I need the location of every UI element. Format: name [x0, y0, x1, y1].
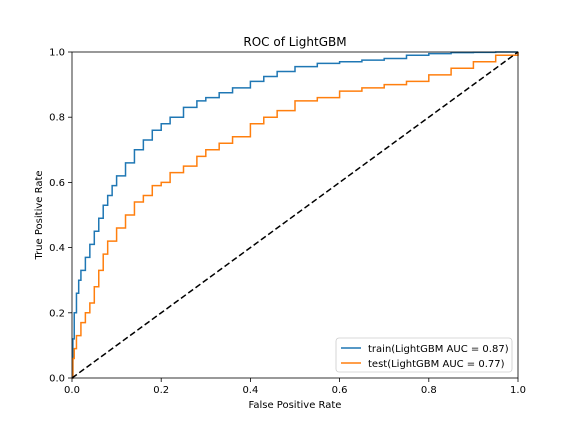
axes-frame — [71, 51, 519, 379]
legend-box — [335, 337, 513, 373]
y-tick-label: 0.8 — [49, 113, 65, 124]
y-tick-label: 0.4 — [49, 243, 65, 254]
x-tick-label: 0.8 — [421, 385, 437, 396]
x-tick-label: 0.2 — [153, 385, 169, 396]
y-tick-label: 0.0 — [49, 374, 65, 385]
y-tick-label: 1.0 — [49, 48, 65, 59]
x-tick-label: 0.0 — [64, 385, 80, 396]
chance-diagonal — [71, 51, 519, 379]
y-tick-label: 0.2 — [49, 308, 65, 319]
legend-label-train: train(LightGBM AUC = 0.87) — [368, 344, 509, 355]
x-tick-label: 0.6 — [332, 385, 348, 396]
test-curve — [72, 52, 519, 379]
x-axis-label: False Positive Rate — [249, 400, 342, 411]
legend: train(LightGBM AUC = 0.87) test(LightGBM… — [335, 337, 513, 373]
y-tick-label: 0.6 — [49, 178, 65, 189]
axis-ticks: 0.0 0.2 0.4 0.6 0.8 1.0 0.0 0.2 0.4 0.6 0.8 1.0 — [49, 48, 526, 397]
x-tick-label: 1.0 — [510, 385, 526, 396]
train-curve — [72, 51, 518, 379]
y-axis-label: True Positive Rate — [34, 170, 45, 260]
chart-title: ROC of LightGBM — [243, 35, 346, 49]
legend-label-test: test(LightGBM AUC = 0.77) — [368, 359, 505, 370]
x-tick-label: 0.4 — [242, 385, 258, 396]
plot-area — [71, 51, 519, 379]
